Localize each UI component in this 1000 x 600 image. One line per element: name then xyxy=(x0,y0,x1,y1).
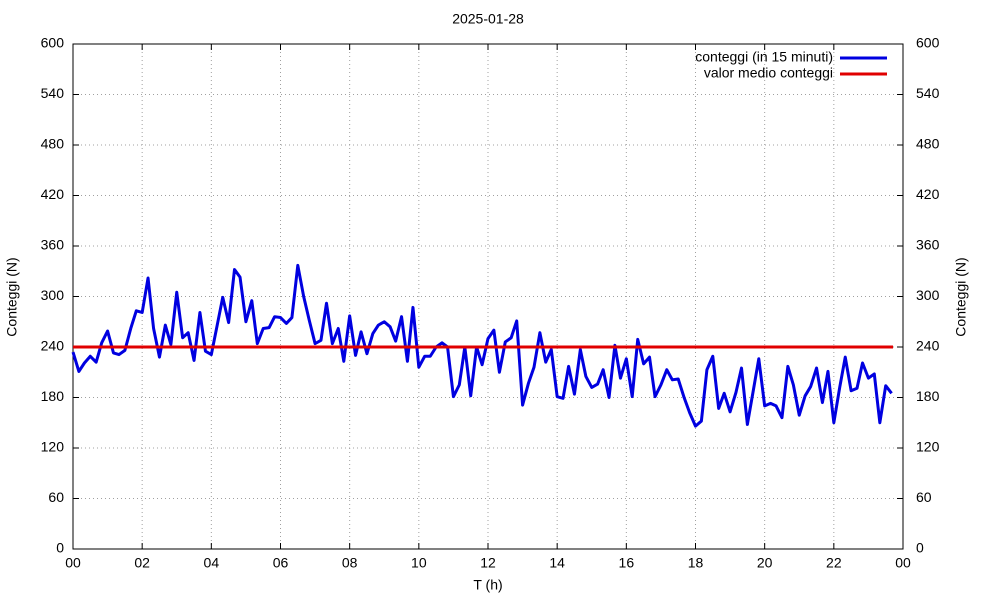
y2-tick-label: 360 xyxy=(916,237,940,253)
plot-frame xyxy=(72,43,904,550)
x-axis-label: T (h) xyxy=(473,577,502,593)
x-tick-label: 06 xyxy=(273,555,289,571)
x-tick-label: 20 xyxy=(757,555,773,571)
x-tick-label: 00 xyxy=(895,555,911,571)
y2-tick-label: 480 xyxy=(916,136,940,152)
y2-tick-label: 0 xyxy=(916,540,924,556)
chart-title: 2025-01-28 xyxy=(452,11,524,27)
y-tick-label: 240 xyxy=(41,338,65,354)
y-tick-label: 180 xyxy=(41,388,65,404)
y-tick-label: 480 xyxy=(41,136,65,152)
x-tick-label: 12 xyxy=(480,555,496,571)
y-tick-label: 60 xyxy=(48,489,64,505)
x-tick-label: 14 xyxy=(549,555,565,571)
y-tick-label: 0 xyxy=(56,540,64,556)
x-tick-label: 04 xyxy=(204,555,220,571)
x-tick-label: 18 xyxy=(688,555,704,571)
data-line xyxy=(71,263,893,428)
x-tick-label: 02 xyxy=(134,555,150,571)
x-tick-label: 00 xyxy=(65,555,81,571)
y-tick-label: 420 xyxy=(41,186,65,202)
y2-tick-label: 120 xyxy=(916,439,940,455)
y-tick-label: 120 xyxy=(41,439,65,455)
y2-tick-label: 240 xyxy=(916,338,940,354)
x-tick-label: 22 xyxy=(826,555,842,571)
legend-label: valor medio conteggi xyxy=(704,65,833,81)
y2-tick-label: 420 xyxy=(916,186,940,202)
y2-tick-label: 600 xyxy=(916,35,940,51)
x-tick-label: 10 xyxy=(411,555,427,571)
y2-axis-label: Conteggi (N) xyxy=(953,257,969,336)
x-tick-label: 16 xyxy=(619,555,635,571)
x-tick-label: 08 xyxy=(342,555,358,571)
legend-label: conteggi (in 15 minuti) xyxy=(695,49,833,65)
y2-tick-label: 540 xyxy=(916,85,940,101)
y2-tick-label: 300 xyxy=(916,287,940,303)
y-tick-label: 540 xyxy=(41,85,65,101)
y-tick-label: 360 xyxy=(41,237,65,253)
y-axis-label: Conteggi (N) xyxy=(4,257,20,336)
y2-tick-label: 60 xyxy=(916,489,932,505)
y2-tick-label: 180 xyxy=(916,388,940,404)
y-tick-label: 300 xyxy=(41,287,65,303)
y-tick-label: 600 xyxy=(41,35,65,51)
